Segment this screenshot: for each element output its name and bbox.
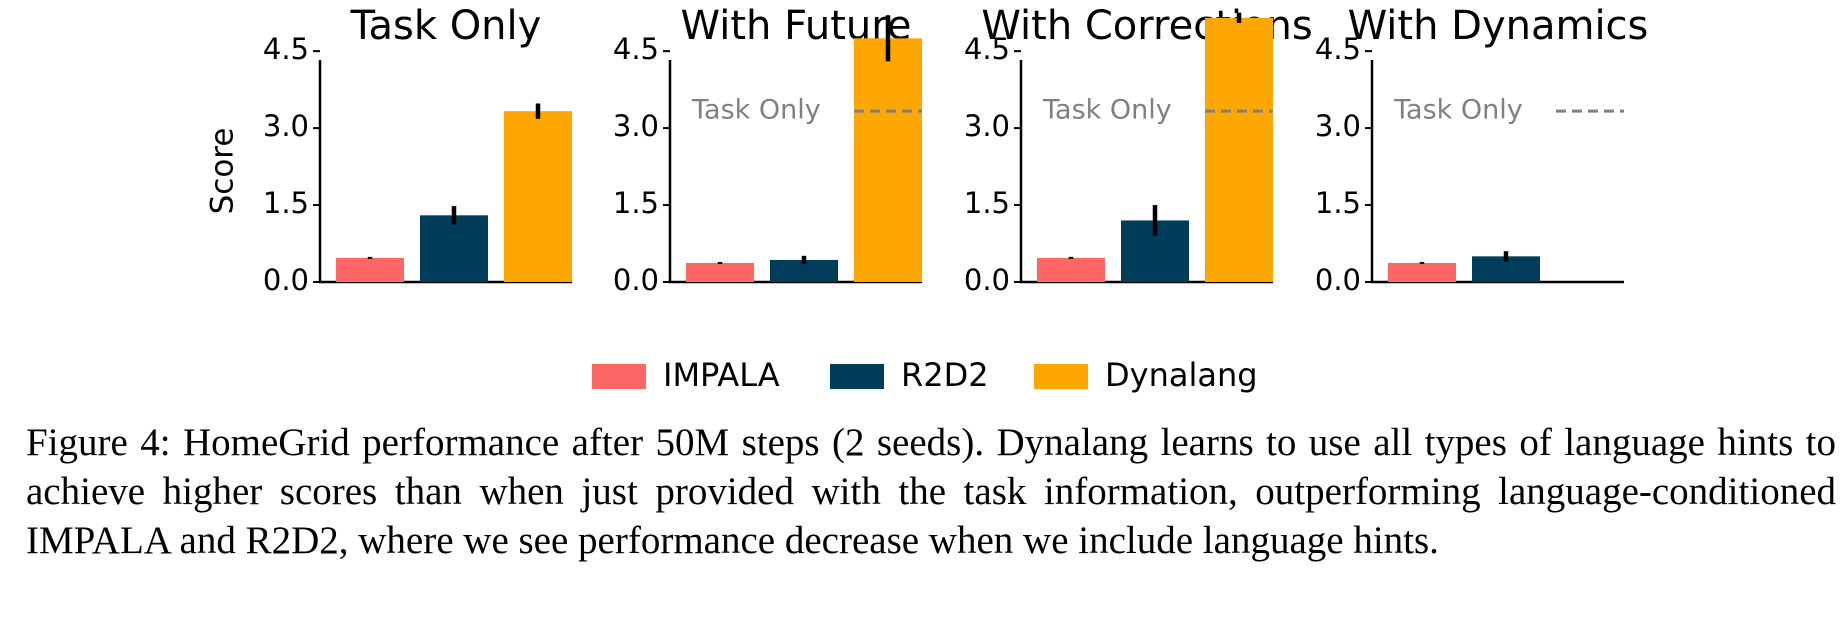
y-tick-label: 4.5 [613, 32, 659, 66]
y-tick-label: 0.0 [964, 263, 1010, 297]
legend-swatch-dynalang [1034, 364, 1088, 389]
y-tick-label: 0.0 [613, 263, 659, 297]
y-tick-label: 3.0 [1315, 109, 1361, 143]
y-tick-label: 1.5 [1315, 186, 1361, 220]
legend-label-dynalang: Dynalang [1105, 356, 1258, 394]
legend: IMPALA R2D2 Dynalang [592, 356, 1258, 394]
bar-impala [686, 263, 754, 282]
y-tick-label: 0.0 [1315, 263, 1361, 297]
bar-impala [1388, 263, 1456, 282]
y-tick-label: 1.5 [964, 186, 1010, 220]
bar-r2d2 [770, 259, 838, 282]
y-tick-label: 4.5 [263, 32, 309, 66]
chart-title: Task Only [350, 3, 542, 49]
bar-dynalang [854, 38, 922, 283]
reference-label: Task Only [691, 95, 821, 126]
y-axis-label: Score [205, 128, 241, 215]
y-tick-label: 4.5 [964, 32, 1010, 66]
bar-dynalang [1205, 17, 1273, 283]
y-tick-label: 3.0 [613, 109, 659, 143]
legend-swatch-r2d2 [830, 364, 884, 389]
reference-label: Task Only [1042, 95, 1172, 126]
legend-label-r2d2: R2D2 [901, 356, 989, 394]
y-tick-label: 3.0 [263, 109, 309, 143]
reference-label: Task Only [1393, 95, 1523, 126]
legend-label-impala: IMPALA [663, 356, 780, 394]
bar-impala [1037, 257, 1105, 282]
bar-impala [336, 257, 404, 282]
y-tick-label: 0.0 [263, 263, 309, 297]
y-tick-label: 1.5 [263, 186, 309, 220]
bar-r2d2 [420, 215, 488, 282]
y-tick-label: 1.5 [613, 186, 659, 220]
legend-swatch-impala [592, 364, 646, 389]
bar-dynalang [504, 111, 572, 283]
chart-title: With Dynamics [1348, 3, 1649, 49]
figure-caption: Figure 4: HomeGrid performance after 50M… [26, 421, 1836, 562]
y-tick-label: 4.5 [1315, 32, 1361, 66]
y-tick-label: 3.0 [964, 109, 1010, 143]
